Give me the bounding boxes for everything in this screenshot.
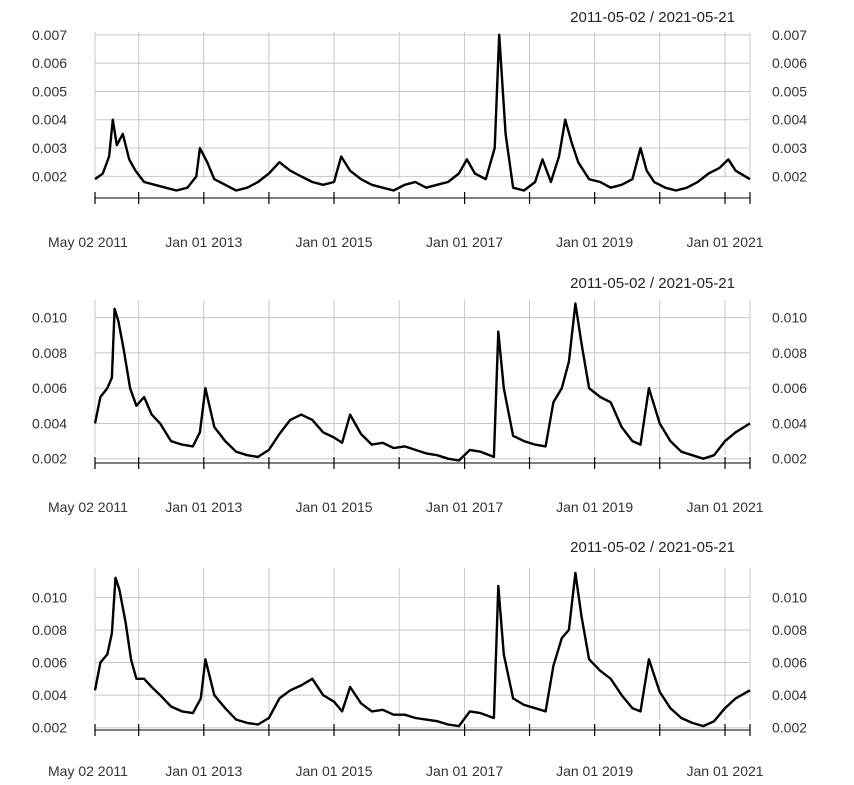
x-tick-label: Jan 01 2013 (165, 499, 242, 515)
series-line (93, 302, 751, 462)
y-tick-label-right: 0.002 (772, 451, 807, 467)
y-tick-label-left: 0.005 (32, 83, 67, 99)
y-tick-label-left: 0.006 (32, 655, 67, 671)
y-tick-label-left: 0.004 (32, 687, 67, 703)
y-tick-label-right: 0.004 (772, 687, 807, 703)
y-tick-label-left: 0.002 (32, 168, 67, 184)
x-tick-label: May 02 2011 (48, 763, 128, 779)
y-tick-label-right: 0.002 (772, 168, 807, 184)
x-tick-label: Jan 01 2021 (686, 234, 763, 250)
x-tick-label: Jan 01 2019 (556, 499, 633, 515)
y-tick-label-left: 0.010 (32, 589, 67, 605)
y-tick-label-right: 0.005 (772, 83, 807, 99)
chart-panel-3: May 02 2011 Jan 01 2013 Jan 01 2015 Jan 01 … (32, 539, 807, 779)
date-range-title: 2011-05-02 / 2021-05-21 (570, 275, 735, 292)
chart-panel-1: May 02 2011 Jan 01 2013 Jan 01 2015 Jan 01 … (32, 9, 807, 250)
x-tick-label: Jan 01 2015 (295, 763, 372, 779)
y-tick-label-right: 0.003 (772, 140, 807, 156)
x-tick-label: Jan 01 2017 (426, 499, 503, 515)
y-tick-label-right: 0.008 (772, 622, 807, 638)
y-tick-label-right: 0.002 (772, 720, 807, 736)
x-tick-label: May 02 2011 (48, 234, 128, 250)
x-tick-label: Jan 01 2019 (556, 763, 633, 779)
x-tick-label: Jan 01 2015 (295, 234, 372, 250)
y-tick-label-right: 0.010 (772, 310, 807, 326)
x-tick-label: Jan 01 2017 (426, 234, 503, 250)
x-tick-label: Jan 01 2013 (165, 763, 242, 779)
x-tick-label: Jan 01 2015 (295, 499, 372, 515)
y-tick-label-right: 0.004 (772, 112, 807, 128)
y-tick-label-left: 0.008 (32, 622, 67, 638)
y-tick-label-right: 0.004 (772, 415, 807, 431)
y-tick-label-left: 0.007 (32, 27, 67, 43)
x-tick-label: Jan 01 2019 (556, 234, 633, 250)
date-range-title: 2011-05-02 / 2021-05-21 (570, 539, 735, 556)
y-tick-label-left: 0.004 (32, 415, 67, 431)
x-tick-label: Jan 01 2021 (686, 499, 763, 515)
y-tick-label-right: 0.006 (772, 380, 807, 396)
date-range-title: 2011-05-02 / 2021-05-21 (570, 9, 735, 26)
y-tick-label-right: 0.006 (772, 55, 807, 71)
chart-panel-2: May 02 2011 Jan 01 2013 Jan 01 2015 Jan 01 … (32, 275, 807, 515)
y-tick-label-left: 0.002 (32, 451, 67, 467)
y-tick-label-right: 0.006 (772, 655, 807, 671)
y-tick-label-left: 0.008 (32, 345, 67, 361)
y-tick-label-left: 0.004 (32, 112, 67, 128)
y-tick-label-left: 0.002 (32, 720, 67, 736)
y-tick-label-left: 0.006 (32, 380, 67, 396)
x-tick-label: Jan 01 2021 (686, 763, 763, 779)
series-line (93, 571, 751, 728)
y-tick-label-right: 0.008 (772, 345, 807, 361)
x-tick-label: Jan 01 2017 (426, 763, 503, 779)
x-tick-label: Jan 01 2013 (165, 234, 242, 250)
series-line (94, 33, 751, 192)
y-tick-label-left: 0.006 (32, 55, 67, 71)
y-tick-label-left: 0.003 (32, 140, 67, 156)
y-tick-label-right: 0.010 (772, 589, 807, 605)
y-tick-label-right: 0.007 (772, 27, 807, 43)
x-tick-label: May 02 2011 (48, 499, 128, 515)
y-tick-label-left: 0.010 (32, 310, 67, 326)
